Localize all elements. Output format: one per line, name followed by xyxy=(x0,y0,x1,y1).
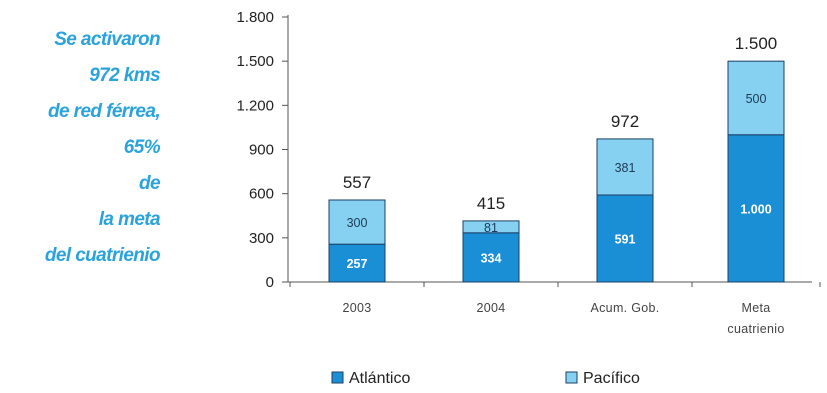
data-label-atlantico: 334 xyxy=(481,251,502,265)
data-label-atlantico: 257 xyxy=(347,257,368,271)
data-label-total: 415 xyxy=(477,194,505,213)
data-label-atlantico: 591 xyxy=(615,232,636,246)
x-tick-label: 2004 xyxy=(476,301,505,315)
y-tick-label: 1.500 xyxy=(236,53,274,70)
caption-line-7: del cuatrienio xyxy=(44,245,161,266)
bar-atlantico xyxy=(596,194,654,283)
y-tick-label: 300 xyxy=(249,230,274,247)
bar-pacifico xyxy=(328,199,386,245)
y-tick-label: 0 xyxy=(266,274,274,291)
caption-line-1: Se activaron xyxy=(54,29,160,50)
y-tick-label: 900 xyxy=(249,142,274,159)
bar-atlantico xyxy=(727,134,785,283)
legend-label-atlantico: Atlántico xyxy=(349,370,410,387)
data-label-total: 1.500 xyxy=(735,34,778,53)
legend-label-pacifico: Pacífico xyxy=(583,370,640,387)
x-tick-label: 2003 xyxy=(342,301,371,315)
data-label-pacifico: 300 xyxy=(347,216,368,230)
data-label-atlantico: 1.000 xyxy=(740,202,771,216)
caption-line-6: la meta xyxy=(98,209,161,230)
caption-line-4: 65% xyxy=(123,137,161,158)
y-tick-label: 1.800 xyxy=(236,9,274,26)
legend-swatch-atlantico xyxy=(331,371,344,384)
bar-atlantico xyxy=(328,243,386,283)
caption-line-5: de xyxy=(139,173,161,194)
x-tick-label: cuatrienio xyxy=(727,322,784,336)
y-tick-label: 1.200 xyxy=(236,97,274,114)
bar-pacifico xyxy=(727,60,785,136)
bar-pacifico xyxy=(596,138,654,196)
data-label-pacifico: 381 xyxy=(615,161,636,175)
data-label-pacifico: 500 xyxy=(746,92,767,106)
data-label-total: 557 xyxy=(343,173,371,192)
caption-line-3: de red férrea, xyxy=(48,101,161,122)
bar-atlantico xyxy=(462,232,520,283)
x-tick-label: Meta xyxy=(742,301,771,315)
data-label-total: 972 xyxy=(611,112,639,131)
x-tick-label: Acum. Gob. xyxy=(591,301,660,315)
side-caption: Se activaron 972 kms de red férrea, 65% … xyxy=(0,22,161,274)
legend-swatch-pacifico xyxy=(565,371,578,384)
y-tick-label: 600 xyxy=(249,186,274,203)
caption-line-2: 972 kms xyxy=(89,65,160,86)
data-label-pacifico: 81 xyxy=(484,221,498,235)
bar-pacifico xyxy=(462,220,520,234)
